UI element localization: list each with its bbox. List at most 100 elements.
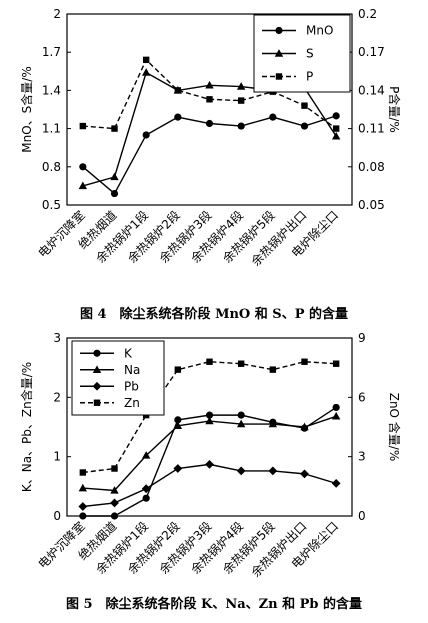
legend-label: MnO [306, 24, 333, 38]
series-line [82, 361, 337, 474]
series-mno [79, 112, 340, 198]
left-axis-tick-label: 1.1 [42, 122, 61, 136]
legend-marker [92, 365, 102, 373]
figure-caption: 图 4 除尘系统各阶段 MnO 和 S、P 的含量 [80, 306, 348, 322]
data-point [142, 131, 150, 139]
legend-label: K [124, 346, 133, 360]
data-point [174, 87, 182, 94]
category-label: 电炉沉降室 [35, 518, 88, 571]
legend: K Na Pb Zn [71, 340, 165, 416]
left-axis-tick-label: 0.5 [42, 198, 61, 212]
data-point [300, 122, 309, 130]
data-point [141, 451, 151, 459]
left-axis-title: MnO、S含量/% [19, 66, 34, 152]
figure-4-chart: 0.5 0.8 1.1 1.4 1.7 2 0.05 0.08 0.11 0.14 0.17 0.2 M… [19, 7, 402, 322]
legend-label: P [306, 70, 313, 84]
right-axis-tick-label: 0.05 [358, 198, 385, 212]
data-point [269, 113, 277, 121]
data-point [205, 411, 214, 419]
left-axis-tick-label: 1.4 [42, 83, 61, 97]
data-point [111, 125, 118, 132]
data-point [268, 466, 278, 476]
right-axis-tick-label: 0 [358, 509, 366, 523]
left-axis-title: K、Na、Pb、Zn含量/% [19, 362, 34, 492]
series-na [78, 411, 341, 494]
data-point [205, 459, 214, 469]
right-axis-tick-label: 0.11 [358, 122, 385, 136]
data-point [331, 411, 341, 420]
data-point [331, 478, 341, 488]
data-point [236, 466, 246, 476]
data-point [301, 102, 308, 109]
data-point [237, 122, 245, 130]
data-point [174, 113, 182, 121]
plot-frame [66, 337, 353, 517]
legend-label: S [306, 47, 314, 61]
data-point [141, 68, 151, 76]
right-axis-title: P含量/% [387, 86, 402, 133]
legend-box [71, 340, 165, 416]
data-point [237, 411, 245, 419]
data-point [331, 131, 341, 140]
legend-marker [93, 349, 101, 357]
data-point [237, 97, 245, 104]
data-point [111, 465, 118, 472]
left-axis-tick-label: 0.8 [42, 160, 61, 174]
data-point [110, 486, 119, 494]
data-point [205, 119, 214, 128]
right-axis-tick-label: 0.2 [358, 7, 377, 21]
series-line [82, 463, 337, 508]
right-axis-title: ZnO 含量/% [387, 393, 402, 462]
data-point [174, 416, 182, 424]
series-pb [78, 459, 341, 511]
data-point [332, 112, 340, 120]
data-point [142, 56, 150, 64]
data-point [268, 419, 278, 428]
right-axis-tick-label: 0.17 [358, 45, 385, 59]
data-point [110, 512, 119, 520]
legend-marker [275, 26, 283, 35]
left-axis-tick-label: 0 [53, 509, 61, 523]
data-point [173, 421, 183, 430]
data-point [236, 82, 246, 90]
legend-label: Zn [124, 396, 140, 410]
data-point [301, 358, 308, 365]
data-point [206, 358, 213, 365]
data-point [300, 469, 309, 479]
data-point [78, 181, 88, 190]
data-point [332, 125, 340, 132]
left-axis-tick-label: 1.7 [42, 45, 61, 59]
data-point [79, 163, 87, 171]
left-axis-tick-label: 2 [53, 390, 61, 404]
left-axis-tick-label: 1 [53, 450, 61, 464]
data-point [142, 494, 150, 502]
legend-marker [274, 49, 284, 57]
data-point [173, 464, 183, 473]
figure-caption: 图 5 除尘系统各阶段 K、Na、Zn 和 Pb 的含量 [66, 596, 362, 612]
data-point [174, 366, 182, 373]
data-point [78, 483, 88, 492]
data-point [332, 403, 340, 412]
data-point [79, 122, 87, 130]
data-point [79, 512, 87, 520]
data-point [110, 189, 119, 198]
data-point [110, 172, 119, 181]
data-point [141, 484, 151, 494]
plot-frame [66, 13, 353, 206]
data-point [300, 422, 309, 431]
legend-marker [93, 399, 101, 406]
data-point [332, 360, 340, 367]
legend-label: Na [124, 363, 140, 377]
legend: MnO SP [253, 14, 351, 93]
right-axis-tick-label: 9 [358, 331, 366, 345]
right-axis-tick-label: 0.14 [358, 83, 385, 97]
legend-marker [275, 73, 283, 80]
data-point [79, 469, 87, 476]
data-point [206, 96, 213, 103]
right-axis-tick-label: 3 [358, 450, 366, 464]
data-point [269, 366, 277, 373]
data-point [110, 498, 119, 508]
category-label: 电炉沉降室 [35, 207, 88, 260]
data-point [237, 360, 245, 367]
